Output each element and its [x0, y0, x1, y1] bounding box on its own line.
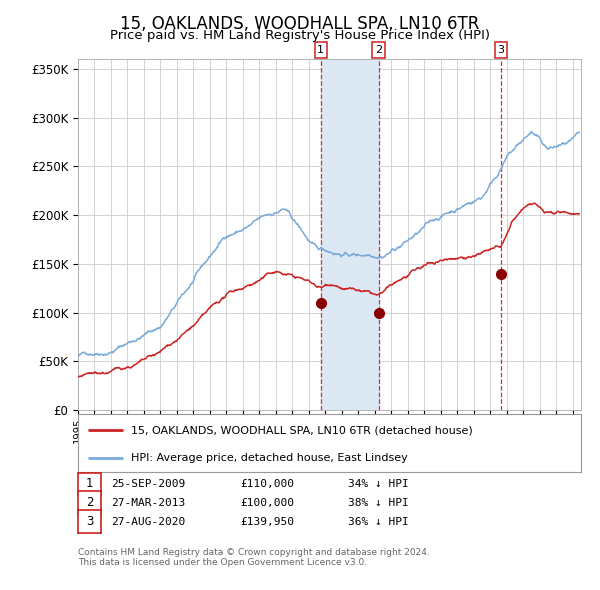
Text: 34% ↓ HPI: 34% ↓ HPI: [348, 479, 409, 489]
Text: 38% ↓ HPI: 38% ↓ HPI: [348, 498, 409, 507]
Text: Price paid vs. HM Land Registry's House Price Index (HPI): Price paid vs. HM Land Registry's House …: [110, 30, 490, 42]
Text: 1: 1: [86, 477, 93, 490]
Text: 3: 3: [86, 515, 93, 528]
Text: £110,000: £110,000: [240, 479, 294, 489]
Text: 27-AUG-2020: 27-AUG-2020: [111, 517, 185, 526]
Text: 36% ↓ HPI: 36% ↓ HPI: [348, 517, 409, 526]
Text: HPI: Average price, detached house, East Lindsey: HPI: Average price, detached house, East…: [131, 453, 407, 463]
Text: 15, OAKLANDS, WOODHALL SPA, LN10 6TR: 15, OAKLANDS, WOODHALL SPA, LN10 6TR: [121, 15, 479, 33]
Text: 15, OAKLANDS, WOODHALL SPA, LN10 6TR (detached house): 15, OAKLANDS, WOODHALL SPA, LN10 6TR (de…: [131, 425, 473, 435]
Text: 2: 2: [375, 45, 382, 55]
Text: 27-MAR-2013: 27-MAR-2013: [111, 498, 185, 507]
Text: 3: 3: [497, 45, 505, 55]
Text: 1: 1: [317, 45, 325, 55]
Text: 25-SEP-2009: 25-SEP-2009: [111, 479, 185, 489]
Text: £100,000: £100,000: [240, 498, 294, 507]
Text: 2: 2: [86, 496, 93, 509]
Text: Contains HM Land Registry data © Crown copyright and database right 2024.
This d: Contains HM Land Registry data © Crown c…: [78, 548, 430, 567]
Bar: [321, 59, 379, 410]
Text: £139,950: £139,950: [240, 517, 294, 526]
